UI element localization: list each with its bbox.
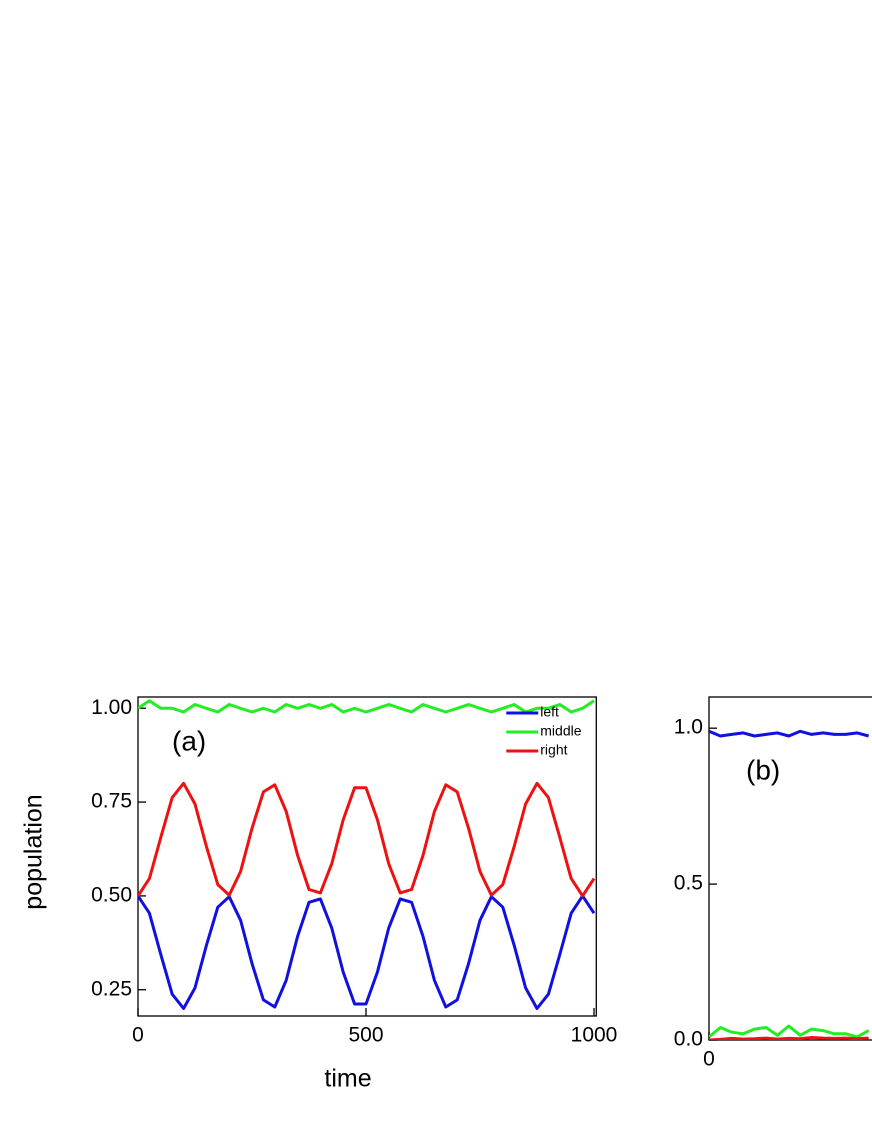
legend-label: middle	[540, 723, 581, 739]
panel-label: (a)	[172, 725, 206, 756]
y-tick-label: 1.0	[674, 716, 703, 739]
plot-frame	[137, 696, 597, 1017]
legend-label: right	[540, 742, 567, 758]
x-tick-label: 500	[348, 1024, 383, 1047]
legend-label: left	[540, 704, 559, 720]
y-tick-label: 0.75	[91, 790, 132, 813]
x-tick-label: 0	[132, 1024, 144, 1047]
series-line	[138, 699, 595, 714]
x-axis-label: time	[324, 1065, 371, 1093]
y-tick-label: 0.0	[674, 1028, 703, 1051]
x-tick-label: 0	[703, 1048, 715, 1071]
series-line	[138, 781, 596, 898]
y-tick-label: 1.00	[91, 696, 132, 719]
series-line	[709, 1036, 869, 1040]
y-axis-label: population	[20, 794, 48, 909]
series-line	[138, 894, 596, 1010]
series-line	[709, 1024, 870, 1039]
panel-label: (b)	[746, 754, 780, 785]
y-tick-label: 0.25	[91, 977, 132, 1000]
x-tick-label: 1000	[571, 1024, 618, 1047]
plot-frame	[708, 696, 872, 1041]
y-tick-label: 0.50	[91, 883, 132, 906]
series-line	[709, 729, 869, 738]
y-tick-label: 0.5	[674, 872, 703, 895]
